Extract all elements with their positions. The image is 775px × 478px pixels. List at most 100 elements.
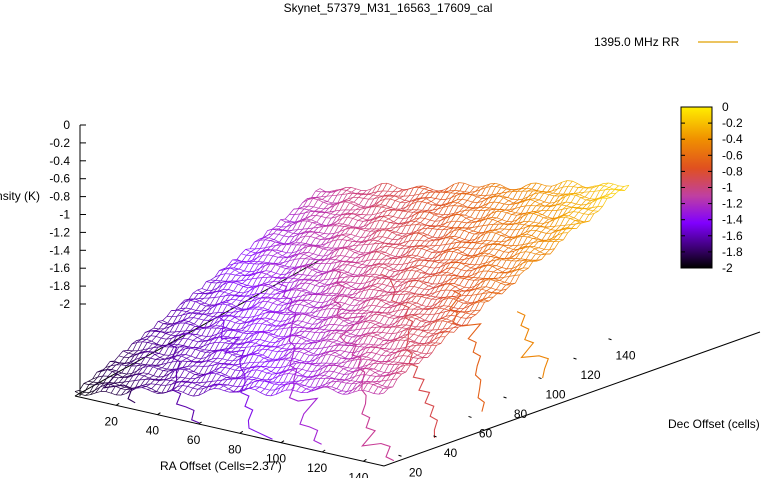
mesh-line [328,224,334,227]
mesh-line [135,357,141,364]
mesh-line [416,277,422,279]
mesh-line [290,286,295,291]
mesh-line [278,256,284,259]
mesh-line [385,303,392,307]
mesh-line [357,214,362,216]
mesh-line [297,228,303,231]
mesh-line [324,329,330,331]
mesh-line [376,353,382,356]
mesh-line [390,227,396,231]
mesh-line [93,382,99,386]
mesh-line [578,191,585,194]
mesh-line [192,312,198,315]
mesh-line [403,211,409,219]
mesh-line [237,283,243,285]
mesh-line [342,264,348,271]
mesh-line [282,229,288,231]
mesh-line [369,221,375,230]
mesh-line [329,205,335,213]
mesh-line [358,244,364,252]
mesh-line [215,367,220,372]
contour-line-4 [332,268,395,462]
mesh-line [480,240,487,242]
mesh-line [454,286,461,290]
mesh-line [280,314,286,322]
mesh-line [247,378,253,380]
mesh-line [534,198,540,201]
mesh-line [299,212,305,215]
mesh-line [341,260,347,266]
mesh-line [380,198,386,205]
mesh-line [223,312,229,317]
mesh-line [193,371,200,375]
mesh-line [523,196,529,200]
mesh-line [166,310,172,317]
mesh-line [114,382,120,384]
mesh-line [226,304,233,308]
mesh-line [125,387,131,391]
mesh-line [178,366,183,369]
mesh-line [74,391,81,395]
mesh-line [423,282,429,287]
mesh-line [214,336,219,343]
mesh-line [203,365,209,375]
mesh-line [197,337,203,341]
mesh-line [396,326,402,329]
mesh-line [220,319,226,327]
mesh-line [214,316,220,324]
mesh-line [208,361,214,367]
mesh-line [254,314,260,317]
mesh-line [305,211,311,219]
mesh-line [219,388,225,392]
mesh-line [236,328,242,331]
mesh-line [322,246,328,249]
mesh-line [498,276,505,279]
mesh-line [309,354,315,357]
mesh-line [339,276,345,279]
mesh-line [210,276,216,281]
mesh-line [352,241,358,246]
mesh-line [205,350,211,353]
mesh-line [322,292,328,296]
mesh-line [206,335,212,337]
mesh-line [311,219,317,223]
mesh-line [358,204,365,208]
mesh-line [94,386,101,391]
mesh-line [387,285,393,288]
mesh-line [279,309,284,313]
mesh-line [270,318,276,322]
mesh-line [273,257,279,264]
mesh-line [405,297,412,301]
mesh-line [289,281,295,290]
mesh-line [237,281,243,284]
mesh-line [442,328,449,330]
mesh-line [237,283,244,287]
mesh-line [549,201,555,204]
mesh-line [332,341,339,345]
mesh-line [300,335,306,338]
mesh-line [316,221,322,226]
mesh-line [269,239,275,241]
mesh-line [270,263,275,265]
mesh-line [343,272,349,274]
mesh-line [379,370,385,373]
mesh-line [356,208,361,215]
mesh-line [393,361,399,363]
mesh-line [266,273,272,277]
mesh-line [344,274,350,278]
mesh-line [191,310,197,314]
mesh-line [417,201,423,210]
mesh-line [234,294,240,297]
mesh-line [219,319,226,322]
mesh-line [74,390,80,392]
mesh-line [405,345,411,348]
mesh-line [492,265,498,270]
mesh-line [311,314,317,317]
contour-line-7 [516,311,550,379]
mesh-line [530,252,536,255]
mesh-line [185,347,191,355]
mesh-line [88,381,94,385]
mesh-line [263,234,269,239]
mesh-line [165,380,171,386]
mesh-line [244,270,250,273]
